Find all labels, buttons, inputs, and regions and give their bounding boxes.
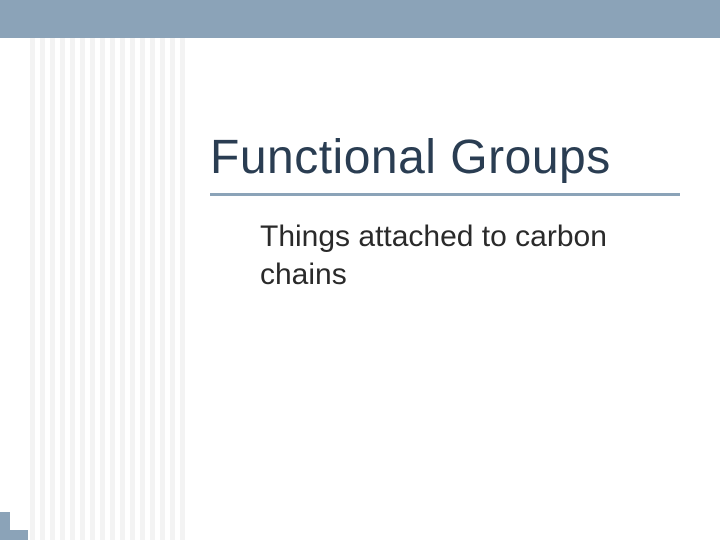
vertical-stripe-decoration — [30, 38, 190, 540]
slide-title: Functional Groups — [210, 130, 690, 185]
slide-content: Functional Groups Things attached to car… — [210, 130, 690, 293]
title-underline — [210, 193, 680, 196]
corner-accent-decoration — [0, 512, 28, 540]
slide-subtitle: Things attached to carbon chains — [260, 218, 660, 293]
top-accent-bar — [0, 0, 720, 38]
